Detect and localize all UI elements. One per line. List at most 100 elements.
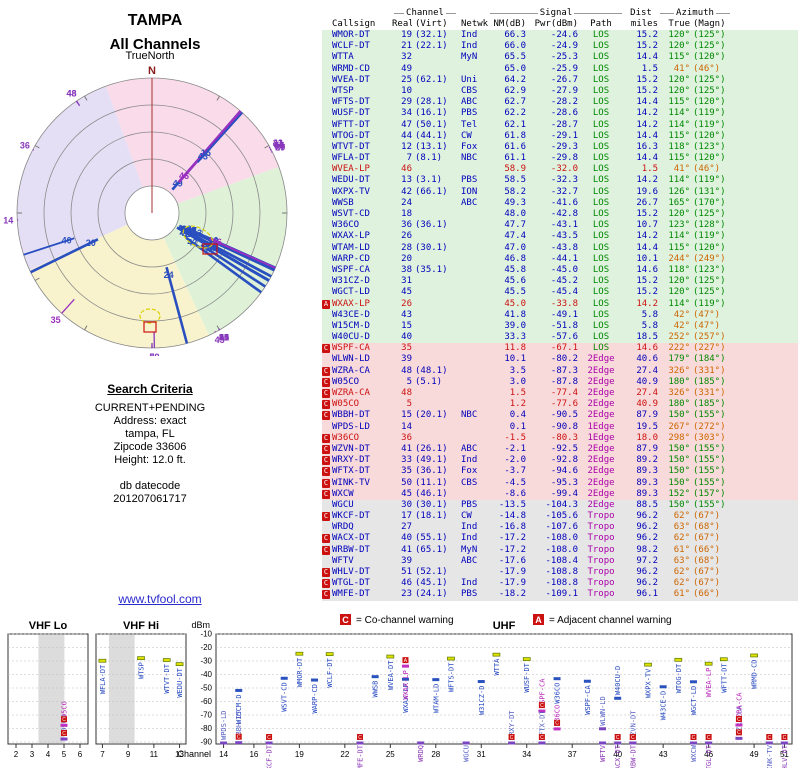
cell-cam: (123°) <box>693 264 726 275</box>
cell-cre: 47 <box>401 119 412 130</box>
cell-cpw: -44.1 <box>550 253 578 264</box>
cell-cvi: (45.1) <box>415 578 448 589</box>
station-marker <box>492 652 501 657</box>
cell-cnw <box>458 567 488 578</box>
station-marker <box>60 737 68 741</box>
cell-cam: (125°) <box>693 287 726 298</box>
station-channel-label: 13 <box>192 228 202 238</box>
cell-cpw: -45.0 <box>550 264 578 275</box>
warning-letter: C <box>237 734 241 740</box>
cell-cnw: ABC <box>461 97 478 108</box>
cell-cnm: -17.2 <box>498 544 526 555</box>
station-channel-label: 38 <box>209 241 219 251</box>
cell-cam: (120°) <box>693 52 726 63</box>
cell-cat: 41° <box>673 63 690 74</box>
co-channel-highlight <box>143 321 157 333</box>
cell-cnm: 61.8 <box>504 130 526 141</box>
warning-flag: C <box>322 578 332 589</box>
co-channel-warning-box: C <box>322 590 330 600</box>
cell-cam: (155°) <box>693 466 726 477</box>
cell-cpw: -29.8 <box>550 153 578 164</box>
station-callsign-label: WZRA-CA <box>735 692 743 722</box>
cell-cre: 40 <box>401 332 412 343</box>
station-callsign-label: W40CU-D <box>614 666 622 696</box>
tvfool-link[interactable]: www.tvfool.com <box>118 592 202 606</box>
cell-cvi <box>412 299 458 310</box>
station-marker <box>614 696 622 700</box>
warning-flag: C <box>322 433 332 444</box>
cell-cam: (303°) <box>693 432 726 443</box>
cell-cnm: 66.3 <box>504 30 526 40</box>
table-row: W43CE-D 43 41.8 -49.1 LOS 5.8 42° (47°) <box>322 309 798 321</box>
station-marker <box>719 657 728 662</box>
cell-cre: 21 <box>401 41 412 52</box>
co-channel-warning-box: C <box>322 344 330 354</box>
cell-cre: 28 <box>401 242 412 253</box>
cell-cnw <box>458 209 488 220</box>
cell-cpa: LOS <box>592 186 610 197</box>
cell-cat: 152° <box>668 488 690 499</box>
table-row: WTAM-LD 28 (30.1) 47.0 -43.8 LOS 14.4 115° (120°… <box>322 242 798 254</box>
cell-cnw: MyN <box>461 52 478 63</box>
compass-sector <box>29 213 210 348</box>
warning-flag <box>322 153 332 164</box>
cell-cvi: (16.1) <box>415 108 448 119</box>
cell-cpa: LOS <box>592 141 610 152</box>
cell-cat: 123° <box>668 220 690 231</box>
co-channel-warning-box <box>61 730 67 737</box>
station-spoke <box>199 112 244 160</box>
cell-ccs: WMOR-DT <box>332 30 370 40</box>
cell-cre: 46 <box>401 578 412 589</box>
cell-cnw <box>458 164 488 175</box>
cell-cnw: PBS <box>461 589 478 600</box>
table-row: C WZVN-DT 41 (26.1) ABC -2.1 -92.5 2Edge 87.9 150… <box>322 443 798 456</box>
col-true: True <box>668 19 690 29</box>
station-callsign-label: WWSB <box>372 681 380 698</box>
search-criteria-line: CURRENT+PENDING <box>94 402 206 414</box>
co-channel-warning-box <box>538 702 545 709</box>
cell-cpa: Tropo <box>587 544 615 555</box>
cell-cnm: 61.6 <box>504 141 526 152</box>
cell-cnm: 33.3 <box>504 332 526 343</box>
cell-cnm: 47.0 <box>504 242 526 253</box>
cell-cpw: -57.6 <box>550 332 578 343</box>
col-pwr: Pwr(dBm) <box>534 19 578 29</box>
co-channel-warning-box <box>554 719 561 726</box>
warning-flag <box>322 75 332 86</box>
band-stripe <box>108 635 135 743</box>
cell-ccs: WVEA-LP <box>332 164 370 175</box>
cell-cre: 31 <box>401 276 412 287</box>
cell-cmi: 89.3 <box>636 488 658 499</box>
station-marker <box>462 741 470 745</box>
cell-cvi: (46.1) <box>415 488 448 499</box>
cell-ccs: W36CO <box>332 220 360 231</box>
cell-cre: 27 <box>401 522 412 533</box>
warning-flag <box>322 220 332 231</box>
dbm-tick-label: -60 <box>200 697 212 706</box>
station-callsign-label: WVEA-LP <box>705 668 713 698</box>
warning-flag <box>322 332 332 343</box>
compass-tick <box>216 95 220 101</box>
cell-cnm: 39.0 <box>504 320 526 331</box>
cell-cmi: 18.0 <box>636 432 658 443</box>
cell-cpw: -51.8 <box>550 320 578 331</box>
cell-cre: 49 <box>401 63 412 74</box>
cell-cmi: 97.2 <box>636 555 658 566</box>
cell-cam: (67°) <box>693 511 721 522</box>
channel-tick-label: 40 <box>613 750 622 759</box>
cell-cnw: Fox <box>461 141 478 152</box>
warning-letter: C <box>62 717 66 723</box>
cell-cpw: -99.4 <box>550 488 578 499</box>
cell-cat: 62° <box>673 511 690 522</box>
cell-cre: 25 <box>401 74 412 85</box>
table-row: WEDU-DT 13 (3.1) PBS 58.5 -32.3 LOS 14.2 114° (11… <box>322 175 798 187</box>
cell-cnw: Fox <box>461 466 478 477</box>
station-callsign-label: WBBH-DT <box>235 709 243 739</box>
warning-letter: C <box>358 735 362 741</box>
cell-cnw: CBS <box>461 477 478 488</box>
cell-cre: 34 <box>401 108 412 119</box>
cell-cnw <box>458 321 488 332</box>
cell-cnw <box>458 254 488 265</box>
cell-cpa: LOS <box>592 153 610 164</box>
station-callsign-label: WTOG-DT <box>675 663 683 693</box>
